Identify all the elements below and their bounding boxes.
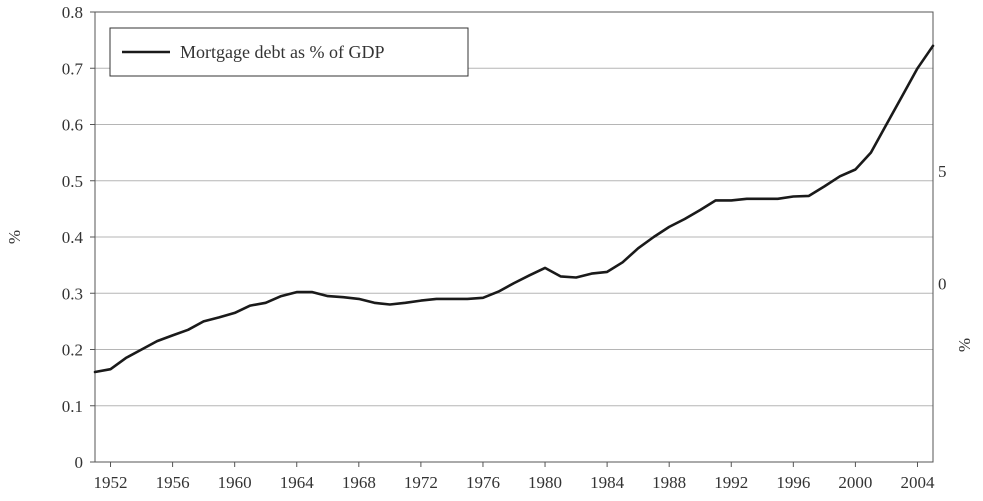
legend-entry-label: Mortgage debt as % of GDP (180, 42, 384, 62)
legend: Mortgage debt as % of GDP (109, 27, 469, 77)
x-tick-label: 1968 (342, 473, 376, 492)
secondary-y-tick-label: 5 (938, 162, 947, 181)
series-layer (93, 44, 935, 374)
secondary-y-axis-ticks: 50 (938, 162, 947, 294)
x-axis-ticks: 1952 1956 1960 1964 1968 1972 1976 1980 1984 1988… (94, 462, 935, 492)
x-tick-label: 1996 (776, 473, 810, 492)
x-tick-label: 1952 (94, 473, 128, 492)
x-tick-label: 1984 (590, 473, 625, 492)
y-tick-label: 0.4 (62, 228, 84, 247)
y-axis-ticks: 0 0.1 0.2 0.3 0.4 0.5 0.6 0.7 0.8 (62, 3, 95, 472)
secondary-y-axis-label: % (955, 338, 974, 352)
x-tick-label: 2004 (900, 473, 935, 492)
x-tick-label: 1980 (528, 473, 562, 492)
y-tick-label: 0.7 (62, 59, 84, 78)
secondary-y-tick-label: 0 (938, 274, 947, 293)
y-axis-label: % (5, 230, 24, 244)
y-tick-label: 0.5 (62, 172, 83, 191)
series-line-mortgage-debt (93, 44, 935, 374)
x-tick-label: 2000 (838, 473, 872, 492)
gridlines (95, 67, 933, 407)
x-tick-label: 1972 (404, 473, 438, 492)
y-tick-label: 0.6 (62, 116, 83, 135)
y-tick-label: 0.1 (62, 397, 83, 416)
x-tick-label: 1960 (218, 473, 252, 492)
x-tick-label: 1956 (156, 473, 190, 492)
x-tick-label: 1976 (466, 473, 500, 492)
x-tick-label: 1988 (652, 473, 686, 492)
y-tick-label: 0.3 (62, 284, 83, 303)
y-tick-label: 0.2 (62, 341, 83, 360)
y-tick-label: 0.8 (62, 3, 83, 22)
x-tick-label: 1992 (714, 473, 748, 492)
y-tick-label: 0 (75, 453, 84, 472)
x-tick-label: 1964 (280, 473, 315, 492)
